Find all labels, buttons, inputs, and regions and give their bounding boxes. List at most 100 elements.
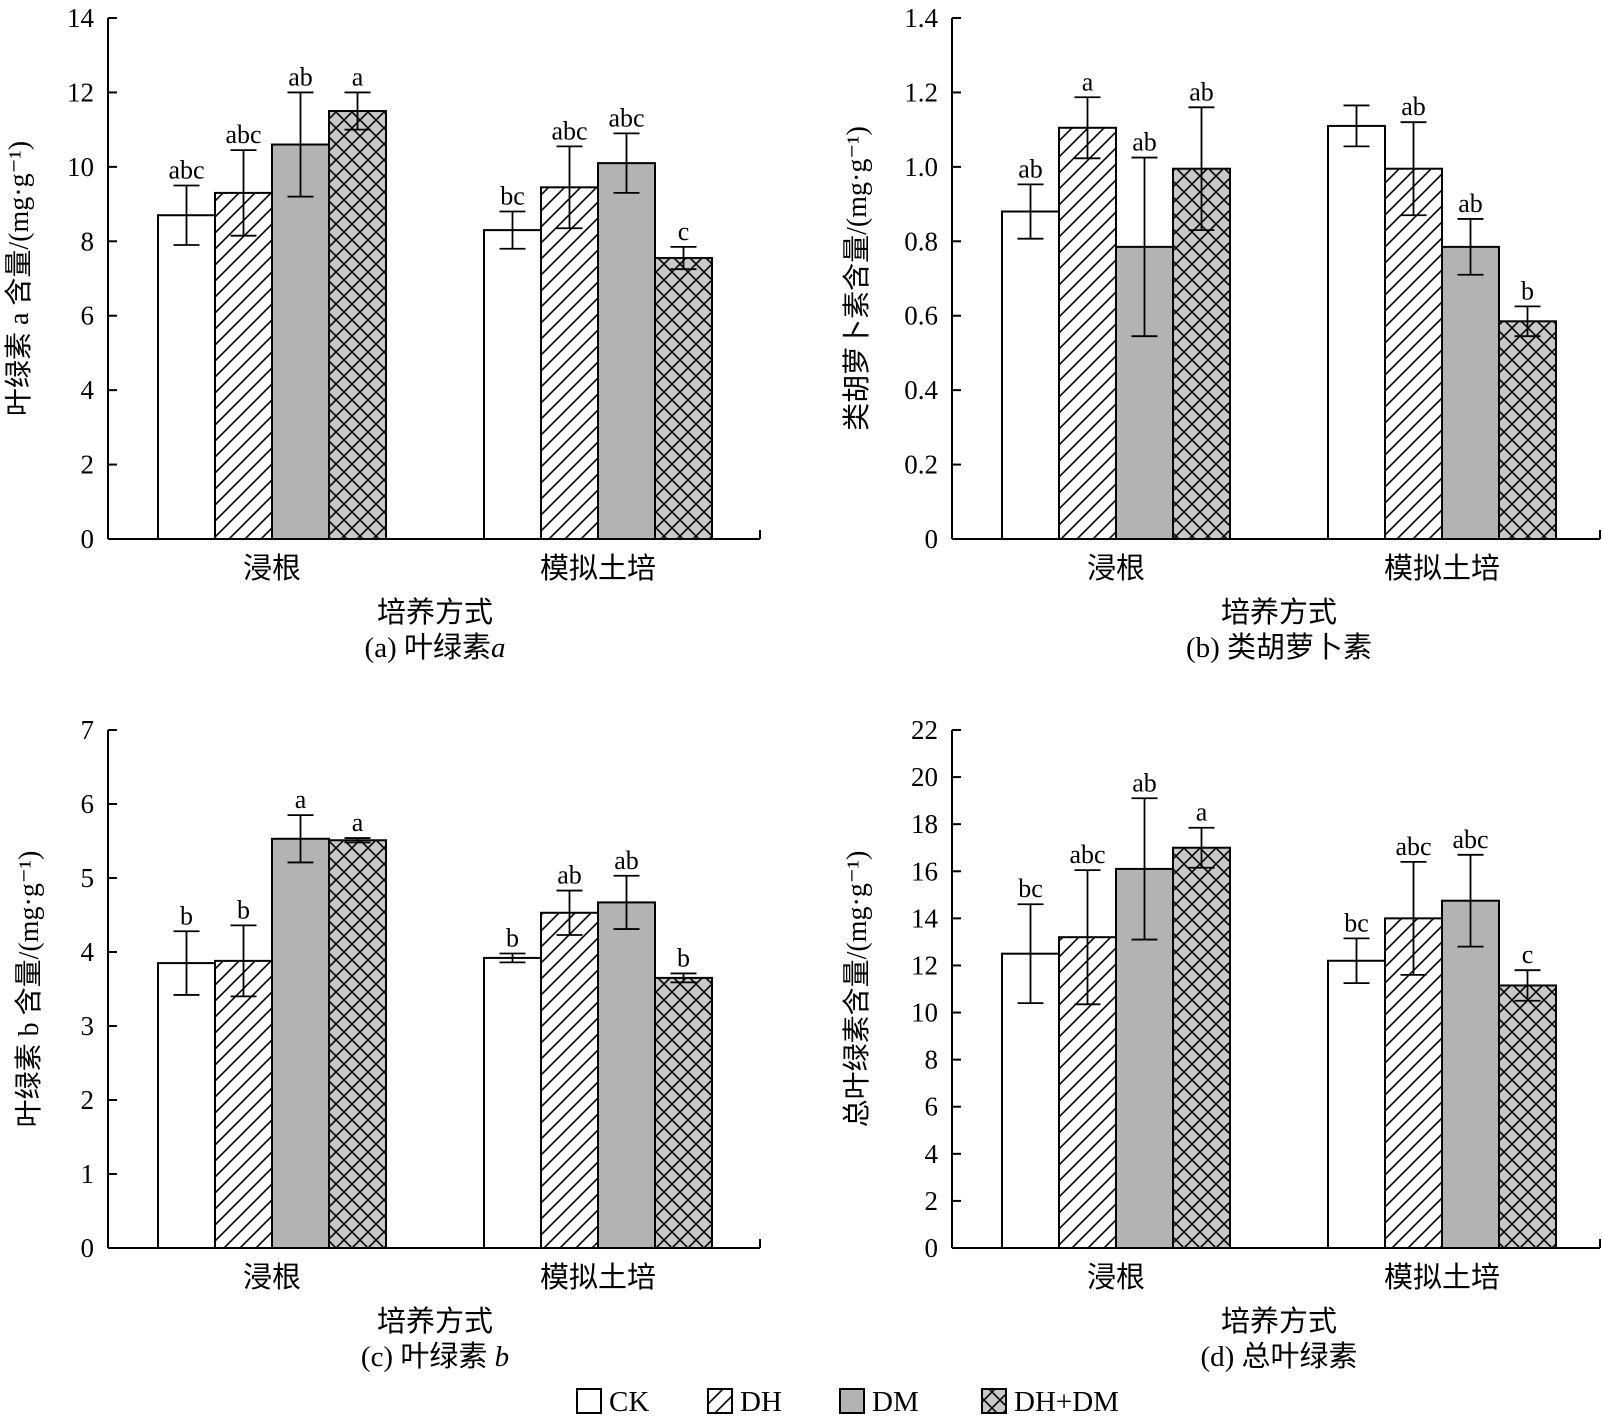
x-category-label: 模拟土培 <box>1384 1261 1500 1294</box>
significance-label: ab <box>1401 92 1426 121</box>
bar-ck <box>483 229 542 540</box>
bar-ck <box>1327 959 1386 1250</box>
caption-text: (a) 叶绿素 <box>365 631 491 664</box>
y-tick-label: 5 <box>81 863 95 893</box>
y-tick-label: 1.2 <box>904 77 938 107</box>
bar-ck <box>1001 210 1060 540</box>
significance-label: b <box>237 895 250 924</box>
y-tick-label: 0.8 <box>904 226 938 256</box>
significance-label: a <box>1082 67 1094 96</box>
legend-swatch <box>707 1388 733 1414</box>
y-tick-label: 2 <box>81 1085 95 1115</box>
panel-caption: (b) 类胡萝卜素 <box>1186 631 1372 664</box>
significance-label: abc <box>551 116 587 145</box>
bar-dm <box>1441 899 1500 1249</box>
bar-dh <box>214 191 273 541</box>
y-tick-label: 0 <box>81 524 95 554</box>
significance-label: ab <box>614 846 639 875</box>
bar-dh-dm <box>654 976 713 1250</box>
y-tick-label: 16 <box>911 856 938 886</box>
x-axis-title: 培养方式 <box>377 1305 493 1338</box>
y-tick-label: 0.6 <box>904 301 938 331</box>
y-tick-label: 20 <box>911 762 938 792</box>
y-tick-label: 14 <box>911 903 939 933</box>
x-category-label: 模拟土培 <box>540 552 656 585</box>
y-tick-label: 6 <box>81 301 95 331</box>
significance-label: ab <box>557 861 582 890</box>
caption-text: (b) 类胡萝卜素 <box>1186 631 1372 664</box>
y-tick-label: 10 <box>67 152 94 182</box>
bar-dm <box>597 162 656 540</box>
x-axis-title: 培养方式 <box>1221 1305 1337 1338</box>
legend-swatch <box>981 1388 1007 1414</box>
significance-label: c <box>678 217 690 246</box>
significance-label: ab <box>288 62 313 91</box>
y-axis-title: 类胡萝卜素含量/(mg·g⁻¹) <box>841 126 873 431</box>
x-axis-title: 培养方式 <box>377 596 493 629</box>
x-category-label: 模拟土培 <box>1384 552 1500 585</box>
significance-label: bc <box>1018 874 1043 903</box>
y-tick-label: 2 <box>925 1186 939 1216</box>
chart-panel-b: 0 0.2 0.4 0.6 0.8 1.0 1.2 1.4 ab a ab ab 浸根 ab ab b 模拟土培… <box>841 3 1601 664</box>
bar-dh-dm <box>1172 846 1231 1250</box>
caption-text: (c) 叶绿素 <box>361 1340 495 1373</box>
significance-label: b <box>677 943 690 972</box>
y-tick-label: 10 <box>911 998 938 1028</box>
bar-dh <box>1058 126 1117 541</box>
y-tick-label: 4 <box>925 1139 939 1169</box>
bar-dm <box>271 837 330 1250</box>
bar-dh <box>540 186 599 540</box>
bar-dh-dm <box>654 257 713 540</box>
significance-label: b <box>1521 276 1534 305</box>
panel-caption: (d) 总叶绿素 <box>1200 1340 1357 1373</box>
legend-item-ck: CK <box>576 1386 649 1418</box>
y-tick-label: 1 <box>81 1159 95 1189</box>
y-tick-label: 12 <box>67 77 94 107</box>
caption-italic-letter: a <box>491 632 506 664</box>
significance-label: bc <box>500 182 525 211</box>
y-tick-label: 0 <box>81 1233 95 1263</box>
y-tick-label: 0.4 <box>904 375 938 405</box>
bar-ck <box>157 214 216 540</box>
legend-label: DH <box>740 1386 782 1418</box>
bar-dm <box>271 143 330 540</box>
y-tick-label: 14 <box>67 3 95 33</box>
y-tick-label: 7 <box>81 715 95 745</box>
significance-label: ab <box>1132 768 1157 797</box>
y-tick-label: 4 <box>81 937 95 967</box>
legend: CK DH DM DH+DM <box>576 1386 1119 1418</box>
legend-swatch <box>576 1388 602 1414</box>
significance-label: abc <box>168 155 204 184</box>
y-tick-label: 4 <box>81 375 95 405</box>
x-category-label: 模拟土培 <box>540 1261 656 1294</box>
bar-ck <box>157 962 216 1249</box>
bar-dh-dm <box>1498 984 1557 1250</box>
significance-label: a <box>1196 798 1208 827</box>
y-tick-label: 22 <box>911 715 938 745</box>
legend-item-dh-dm: DH+DM <box>981 1386 1119 1418</box>
bar-ck <box>483 956 542 1249</box>
y-tick-label: 1.4 <box>904 3 938 33</box>
bar-dm <box>597 901 656 1249</box>
legend-item-dh: DH <box>707 1386 782 1418</box>
significance-label: b <box>506 923 519 952</box>
significance-label: ab <box>1189 77 1214 106</box>
y-tick-label: 8 <box>925 1045 939 1075</box>
y-tick-label: 18 <box>911 809 938 839</box>
y-tick-label: 0.2 <box>904 450 938 480</box>
significance-label: abc <box>608 103 644 132</box>
panel-caption: (c) 叶绿素 b <box>361 1340 509 1373</box>
y-tick-label: 8 <box>81 226 95 256</box>
significance-label: abc <box>1452 825 1488 854</box>
caption-text: (d) 总叶绿素 <box>1200 1340 1357 1373</box>
y-tick-label: 0 <box>925 524 939 554</box>
significance-label: abc <box>225 120 261 149</box>
bar-dm <box>1115 245 1174 540</box>
significance-label: a <box>295 785 307 814</box>
significance-label: c <box>1522 940 1534 969</box>
legend-label: CK <box>609 1386 649 1418</box>
